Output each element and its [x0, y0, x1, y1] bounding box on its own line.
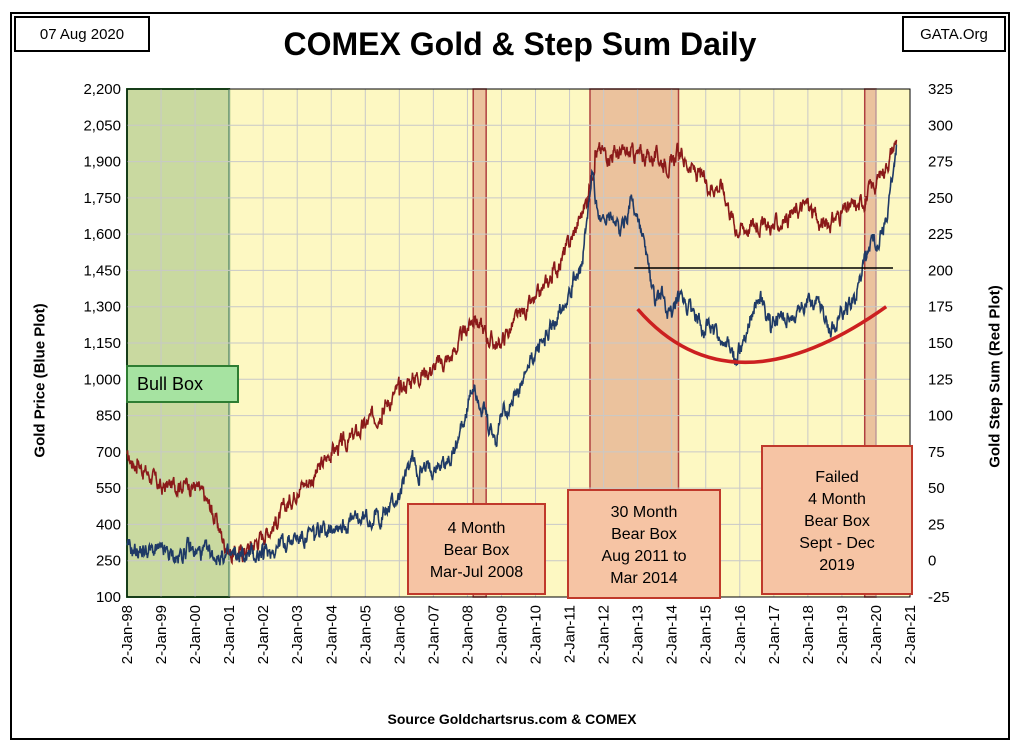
x-tick-label: 2-Jan-12	[596, 605, 613, 664]
y2-tick-label: 200	[928, 262, 953, 279]
bear-box-label-line: Bear Box	[444, 542, 510, 559]
bear-box-label-line: 4 Month	[448, 520, 506, 537]
x-tick-label: 2-Jan-10	[528, 605, 545, 664]
x-tick-label: 2-Jan-05	[357, 605, 374, 664]
x-tick-label: 2-Jan-00	[187, 605, 204, 664]
y2-tick-label: 250	[928, 190, 953, 207]
source-note: Source Goldchartsrus.com & COMEX	[387, 711, 637, 727]
date-badge: 07 Aug 2020	[14, 16, 150, 52]
plot-border	[126, 88, 911, 598]
bear-box-label-line: Bear Box	[611, 526, 677, 543]
x-tick-label: 2-Jan-16	[732, 605, 749, 664]
y2-tick-label: 175	[928, 299, 953, 316]
y-tick-label: 1,000	[83, 371, 121, 388]
y2-tick-label: 75	[928, 444, 945, 461]
x-tick-label: 2-Jan-99	[153, 605, 170, 664]
x-tick-label: 2-Jan-15	[698, 605, 715, 664]
y2-tick-label: 275	[928, 154, 953, 171]
bear-box-label-3	[761, 445, 913, 595]
y2-tick-label: 25	[928, 516, 945, 533]
y-tick-label: 2,050	[83, 117, 121, 134]
trend-curve	[636, 305, 888, 365]
x-tick-label: 2-Jan-09	[493, 605, 510, 664]
y2-tick-label: 125	[928, 371, 953, 388]
x-tick-label: 2-Jan-14	[664, 605, 681, 664]
bear-box-label-line: 30 Month	[611, 504, 678, 521]
y2-tick-label: 100	[928, 408, 953, 425]
x-tick-label: 2-Jan-03	[289, 605, 306, 664]
x-tick-label: 2-Jan-07	[425, 605, 442, 664]
y2-tick-label: 300	[928, 117, 953, 134]
y-tick-label: 550	[96, 480, 121, 497]
y2-tick-label: 325	[928, 81, 953, 98]
y-tick-label: 1,300	[83, 299, 121, 316]
bear-box-label-line: 2019	[819, 557, 855, 574]
y2-tick-label: 50	[928, 480, 945, 497]
x-tick-label: 2-Jan-08	[459, 605, 476, 664]
x-tick-label: 2-Jan-11	[562, 605, 579, 663]
step-sum-series-line	[126, 139, 898, 566]
bear-box-label-line: Sept - Dec	[799, 535, 875, 552]
x-tick-label: 2-Jan-13	[630, 605, 647, 664]
bear-box-label-line: Mar-Jul 2008	[430, 564, 523, 581]
x-tick-label: 2-Jan-18	[800, 605, 817, 664]
bull-box-label	[126, 365, 239, 403]
y-tick-label: 1,450	[83, 262, 121, 279]
bear-box-label-line: Bear Box	[804, 513, 870, 530]
y-tick-label: 100	[96, 589, 121, 606]
bear-box-label-line: Failed	[815, 469, 859, 486]
y-tick-label: 2,200	[83, 81, 121, 98]
y-tick-label: 1,750	[83, 190, 121, 207]
x-tick-label: 2-Jan-20	[868, 605, 885, 664]
y-tick-label: 700	[96, 444, 121, 461]
y-tick-label: 400	[96, 516, 121, 533]
bear-box-label-line: Aug 2011 to	[601, 548, 686, 565]
gold-price-series-line	[126, 144, 898, 566]
y-tick-label: 850	[96, 408, 121, 425]
y2-tick-label: 150	[928, 335, 953, 352]
y2-tick-label: -25	[928, 589, 950, 606]
site-badge: GATA.Org	[902, 16, 1006, 52]
bear-box-label-1	[407, 503, 546, 595]
y2-tick-label: 0	[928, 553, 936, 570]
x-tick-label: 2-Jan-21	[902, 605, 919, 664]
bear-box-label-line: 4 Month	[808, 491, 866, 508]
y-tick-label: 1,600	[83, 226, 121, 243]
x-tick-label: 2-Jan-04	[323, 605, 340, 664]
bear-box-label-2	[567, 489, 721, 599]
x-tick-label: 2-Jan-06	[391, 605, 408, 664]
x-tick-label: 2-Jan-19	[834, 605, 851, 664]
x-tick-label: 2-Jan-01	[221, 605, 238, 664]
x-tick-label: 2-Jan-98	[119, 605, 136, 664]
chart-title: COMEX Gold & Step Sum Daily	[283, 26, 757, 62]
x-tick-label: 2-Jan-17	[766, 605, 783, 664]
x-tick-label: 2-Jan-02	[255, 605, 272, 664]
y2-tick-label: 225	[928, 226, 953, 243]
y-tick-label: 1,900	[83, 154, 121, 171]
y-tick-label: 1,150	[83, 335, 121, 352]
bear-box-label-line: Mar 2014	[610, 570, 678, 587]
y-tick-label: 250	[96, 553, 121, 570]
bull-box-label-text: Bull Box	[137, 374, 203, 394]
